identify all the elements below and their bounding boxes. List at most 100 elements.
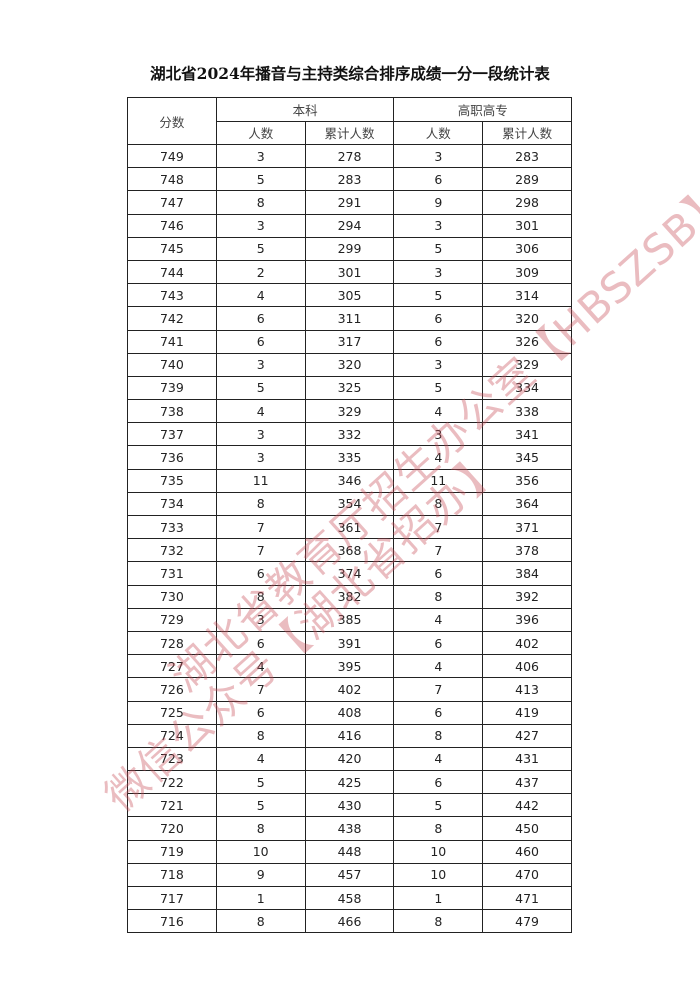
header-vocational-count: 人数 xyxy=(393,120,484,145)
cell-undergrad-cumulative: 325 xyxy=(304,375,395,401)
cell-undergrad-cumulative: 416 xyxy=(304,723,395,748)
cell-vocational-cumulative: 320 xyxy=(482,306,572,331)
cell-score: 729 xyxy=(127,607,217,632)
cell-undergrad-count: 5 xyxy=(215,375,306,401)
cell-score: 722 xyxy=(127,770,217,795)
table-row: 721 5 430 5 442 xyxy=(127,793,572,818)
cell-vocational-cumulative: 345 xyxy=(482,445,572,470)
cell-undergrad-count: 7 xyxy=(215,538,306,563)
cell-undergrad-count: 3 xyxy=(215,143,306,169)
cell-undergrad-cumulative: 301 xyxy=(304,259,395,285)
cell-undergrad-cumulative: 438 xyxy=(304,816,395,841)
table-row: 728 6 391 6 402 xyxy=(127,630,572,656)
table-row: 736 3 335 4 345 xyxy=(127,445,572,470)
cell-score: 749 xyxy=(127,143,217,169)
table-row: 719 10 448 10 460 xyxy=(127,839,572,864)
cell-vocational-count: 8 xyxy=(393,816,484,841)
table-row: 735 11 346 11 356 xyxy=(127,468,572,493)
cell-vocational-cumulative: 283 xyxy=(482,143,572,169)
cell-undergrad-cumulative: 448 xyxy=(304,839,395,864)
cell-undergrad-cumulative: 283 xyxy=(304,167,395,192)
table-row: 732 7 368 7 378 xyxy=(127,538,572,563)
cell-score: 740 xyxy=(127,352,217,377)
cell-score: 734 xyxy=(127,491,217,517)
cell-vocational-cumulative: 427 xyxy=(482,723,572,748)
cell-undergrad-cumulative: 317 xyxy=(304,329,395,354)
cell-score: 716 xyxy=(127,909,217,934)
table-row: 749 3 278 3 283 xyxy=(127,143,572,169)
cell-vocational-count: 10 xyxy=(393,862,484,888)
cell-undergrad-count: 6 xyxy=(215,700,306,725)
cell-vocational-cumulative: 384 xyxy=(482,561,572,586)
cell-vocational-cumulative: 334 xyxy=(482,375,572,401)
cell-score: 746 xyxy=(127,213,217,238)
cell-undergrad-count: 3 xyxy=(215,213,306,238)
cell-undergrad-count: 6 xyxy=(215,329,306,354)
cell-undergrad-count: 4 xyxy=(215,654,306,679)
header-vocational: 高职高专 xyxy=(393,97,572,122)
cell-vocational-cumulative: 356 xyxy=(482,468,572,493)
cell-vocational-count: 5 xyxy=(393,236,484,261)
cell-vocational-cumulative: 413 xyxy=(482,677,572,702)
cell-undergrad-count: 5 xyxy=(215,770,306,795)
cell-vocational-count: 6 xyxy=(393,700,484,725)
cell-undergrad-count: 3 xyxy=(215,352,306,377)
cell-vocational-count: 3 xyxy=(393,213,484,238)
cell-undergrad-cumulative: 354 xyxy=(304,491,395,517)
cell-score: 738 xyxy=(127,399,217,424)
cell-score: 747 xyxy=(127,190,217,215)
cell-undergrad-cumulative: 385 xyxy=(304,607,395,632)
cell-undergrad-cumulative: 430 xyxy=(304,793,395,818)
table-row: 748 5 283 6 289 xyxy=(127,167,572,192)
cell-undergrad-count: 8 xyxy=(215,190,306,215)
cell-vocational-cumulative: 479 xyxy=(482,909,572,934)
cell-undergrad-cumulative: 291 xyxy=(304,190,395,215)
cell-undergrad-cumulative: 299 xyxy=(304,236,395,261)
cell-vocational-cumulative: 364 xyxy=(482,491,572,517)
table-row: 727 4 395 4 406 xyxy=(127,654,572,679)
cell-score: 723 xyxy=(127,746,217,772)
cell-undergrad-cumulative: 458 xyxy=(304,885,395,911)
table-row: 741 6 317 6 326 xyxy=(127,329,572,354)
cell-vocational-count: 11 xyxy=(393,468,484,493)
cell-score: 718 xyxy=(127,862,217,888)
cell-vocational-cumulative: 306 xyxy=(482,236,572,261)
cell-undergrad-cumulative: 408 xyxy=(304,700,395,725)
cell-score: 733 xyxy=(127,514,217,540)
cell-vocational-cumulative: 470 xyxy=(482,862,572,888)
table-row: 740 3 320 3 329 xyxy=(127,352,572,377)
cell-vocational-count: 3 xyxy=(393,259,484,285)
cell-vocational-count: 7 xyxy=(393,538,484,563)
cell-vocational-count: 4 xyxy=(393,607,484,632)
cell-score: 720 xyxy=(127,816,217,841)
cell-score: 728 xyxy=(127,630,217,656)
cell-undergrad-count: 7 xyxy=(215,677,306,702)
cell-undergrad-count: 3 xyxy=(215,607,306,632)
table-row: 747 8 291 9 298 xyxy=(127,190,572,215)
cell-vocational-cumulative: 341 xyxy=(482,422,572,447)
cell-score: 743 xyxy=(127,283,217,308)
cell-vocational-cumulative: 378 xyxy=(482,538,572,563)
cell-score: 727 xyxy=(127,654,217,679)
cell-score: 731 xyxy=(127,561,217,586)
cell-undergrad-cumulative: 361 xyxy=(304,514,395,540)
cell-undergrad-count: 6 xyxy=(215,630,306,656)
cell-vocational-cumulative: 326 xyxy=(482,329,572,354)
cell-undergrad-count: 8 xyxy=(215,816,306,841)
cell-undergrad-cumulative: 368 xyxy=(304,538,395,563)
cell-vocational-cumulative: 402 xyxy=(482,630,572,656)
header-score: 分数 xyxy=(127,97,217,145)
cell-vocational-cumulative: 301 xyxy=(482,213,572,238)
cell-undergrad-cumulative: 346 xyxy=(304,468,395,493)
cell-undergrad-count: 2 xyxy=(215,259,306,285)
table-row: 730 8 382 8 392 xyxy=(127,584,572,609)
cell-vocational-cumulative: 289 xyxy=(482,167,572,192)
table-row: 737 3 332 3 341 xyxy=(127,422,572,447)
cell-vocational-cumulative: 450 xyxy=(482,816,572,841)
cell-vocational-count: 5 xyxy=(393,283,484,308)
header-undergrad-count: 人数 xyxy=(215,120,306,145)
cell-undergrad-cumulative: 332 xyxy=(304,422,395,447)
cell-undergrad-count: 3 xyxy=(215,422,306,447)
cell-undergrad-cumulative: 457 xyxy=(304,862,395,888)
header-undergrad: 本科 xyxy=(215,97,395,122)
